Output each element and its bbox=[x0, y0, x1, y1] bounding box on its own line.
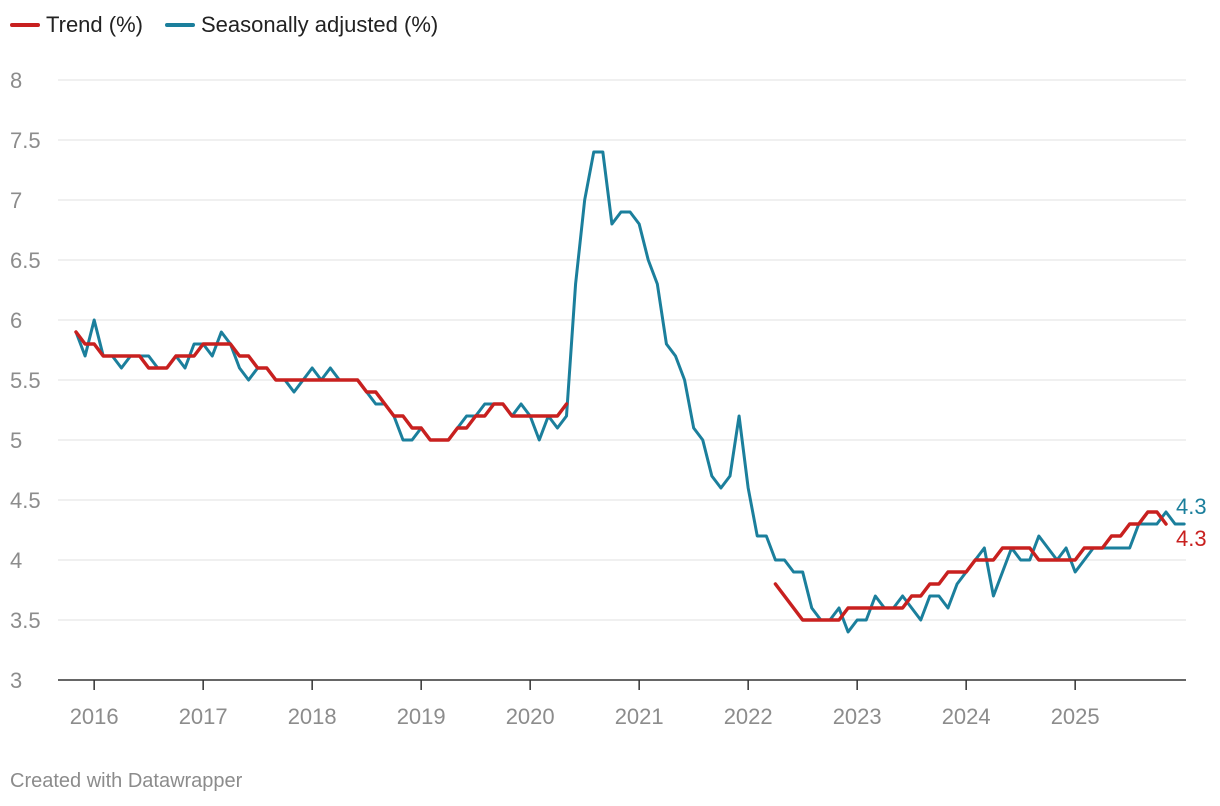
x-tick-label: 2020 bbox=[506, 704, 555, 729]
x-tick-label: 2021 bbox=[615, 704, 664, 729]
x-tick-label: 2016 bbox=[70, 704, 119, 729]
series-line-trend bbox=[773, 510, 1168, 622]
legend-swatch-sa bbox=[164, 23, 195, 27]
y-tick-label: 3 bbox=[10, 668, 22, 693]
y-tick-label: 6.5 bbox=[10, 248, 41, 273]
y-tick-label: 7.5 bbox=[10, 128, 41, 153]
legend-label-sa: Seasonally adjusted (%) bbox=[200, 12, 439, 37]
x-tick-label: 2022 bbox=[724, 704, 773, 729]
x-tick-label: 2023 bbox=[833, 704, 882, 729]
legend: Trend (%) Seasonally adjusted (%) bbox=[10, 12, 438, 38]
legend-swatch-trend bbox=[10, 23, 40, 27]
series-line-trend bbox=[74, 330, 569, 442]
y-tick-label: 8 bbox=[10, 68, 22, 93]
y-tick-label: 5 bbox=[10, 428, 22, 453]
y-tick-label: 4 bbox=[10, 548, 22, 573]
credit-text: Created with Datawrapper bbox=[10, 770, 243, 792]
legend-item-sa: Seasonally adjusted (%) bbox=[164, 12, 439, 38]
x-tick-label: 2018 bbox=[288, 704, 337, 729]
y-tick-label: 3.5 bbox=[10, 608, 41, 633]
end-label-trend: 4.3 bbox=[1176, 526, 1207, 551]
x-tick-label: 2019 bbox=[397, 704, 446, 729]
x-tick-label: 2024 bbox=[942, 704, 991, 729]
y-tick-label: 5.5 bbox=[10, 368, 41, 393]
x-tick-label: 2017 bbox=[179, 704, 228, 729]
x-tick-label: 2025 bbox=[1051, 704, 1100, 729]
y-tick-label: 6 bbox=[10, 308, 22, 333]
legend-item-trend: Trend (%) bbox=[10, 12, 143, 38]
legend-label-trend: Trend (%) bbox=[46, 12, 143, 37]
y-tick-label: 7 bbox=[10, 188, 22, 213]
end-label-sa: 4.3 bbox=[1176, 494, 1207, 519]
y-tick-label: 4.5 bbox=[10, 488, 41, 513]
